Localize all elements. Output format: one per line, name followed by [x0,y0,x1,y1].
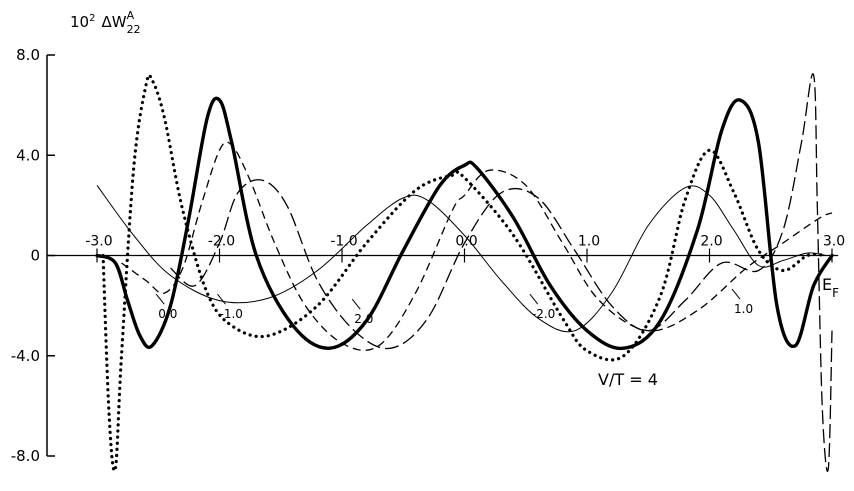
x-tick-label: 1.0 [578,234,600,250]
curve-label-leader [155,293,165,305]
x-tick-label: 3.0 [823,234,845,250]
annotation-vt: V/T = 4 [598,370,658,389]
curve-label: 0.0 [158,307,177,321]
y-tick-label: 8.0 [16,46,40,64]
x-axis-title: EF [822,275,839,300]
x-tick-label: 2.0 [700,234,722,250]
x-tick-label: -1.0 [330,234,357,250]
series-line-thick-solid [95,96,834,351]
curve-label-leader [351,298,361,310]
curve-label-leader [731,288,741,300]
y-axis: -8.0 -4.0 0 4.0 8.0 [11,46,55,465]
y-tick-label: -8.0 [11,447,40,465]
curve-label: 1.0 [734,302,753,316]
x-tick-label: 0.0 [455,234,477,250]
curve-label-leader [529,293,539,305]
series-line-long-dash [170,73,833,472]
x-tick-label: -2.0 [208,234,235,250]
y-tick-label: 0 [30,247,40,265]
series-line-dotted [101,73,828,473]
curve-label: 2.0 [354,312,373,326]
x-tick-label: -3.0 [85,234,112,250]
curve-label: -2.0 [532,307,555,321]
y-tick-label: -4.0 [11,347,40,365]
curve-label: -1.0 [220,307,243,321]
y-axis-title: 102 ΔW22A [70,9,141,36]
series-line-thin-solid [96,185,826,333]
curve-label-leader [217,293,226,305]
y-tick-label: 4.0 [16,146,40,164]
series-line-dashed [121,141,833,352]
